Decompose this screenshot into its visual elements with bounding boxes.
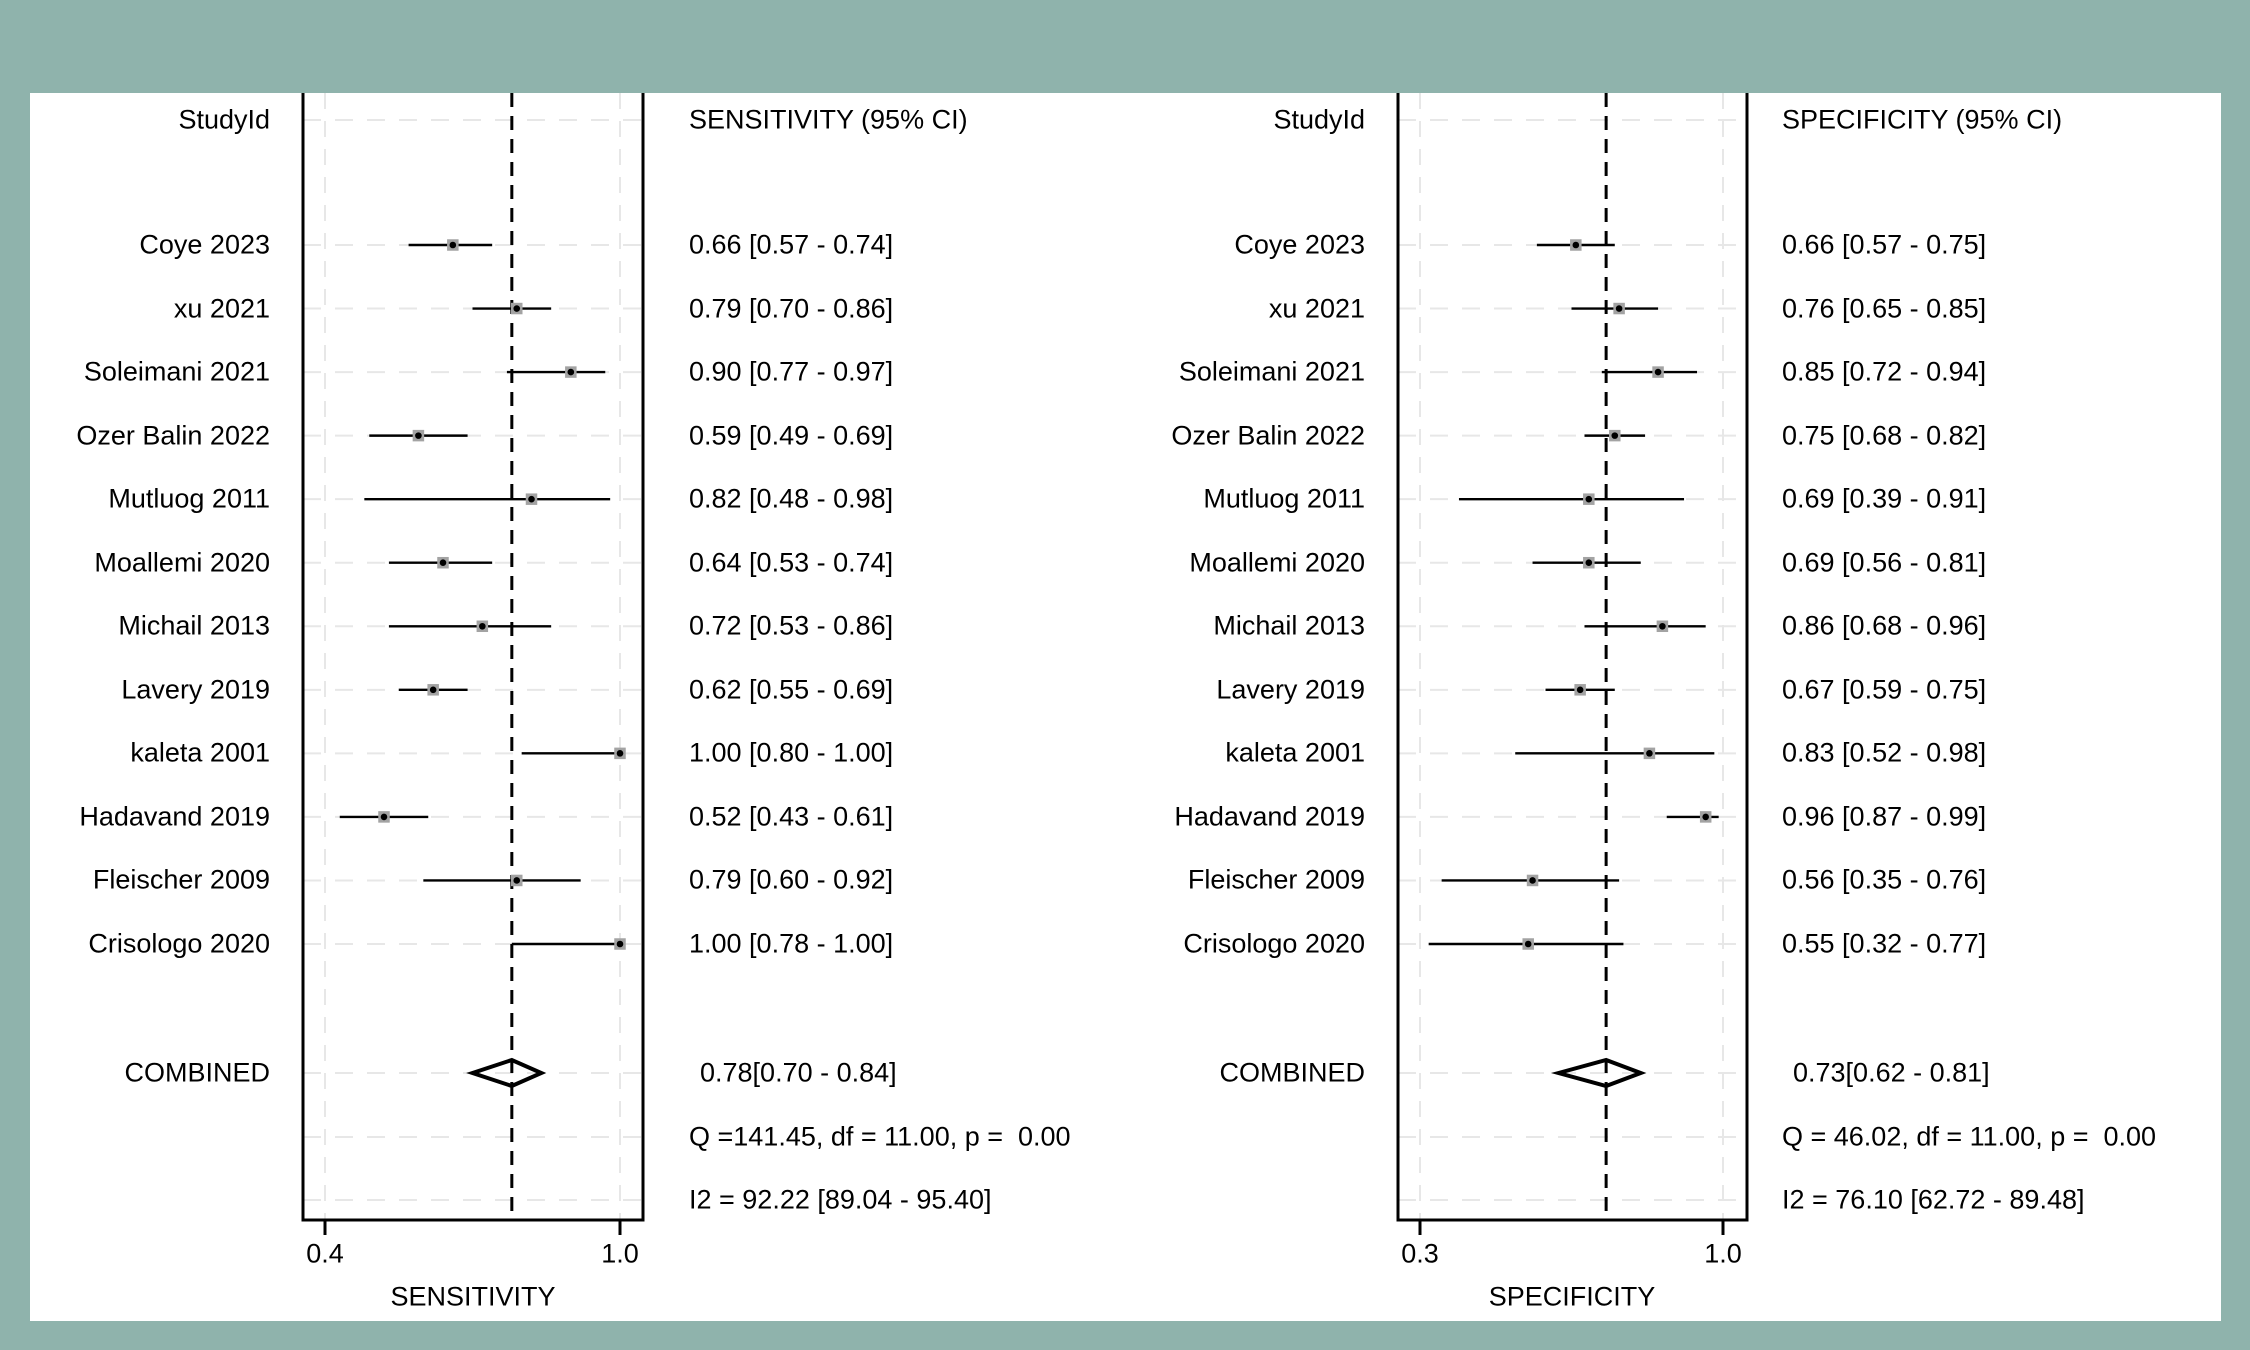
point-marker-dot: [415, 432, 422, 439]
study-label: Soleimani 2021: [83, 356, 270, 387]
point-marker-dot: [1572, 241, 1580, 249]
axis-title: SPECIFICITY: [1488, 1281, 1656, 1312]
study-label: Moallemi 2020: [94, 547, 270, 578]
value-label: 0.75 [0.68 - 0.82]: [1782, 420, 1987, 451]
tick-label: 1.0: [1704, 1238, 1742, 1269]
value-label: 1.00 [0.80 - 1.00]: [689, 737, 894, 768]
value-label: 0.59 [0.49 - 0.69]: [689, 420, 894, 451]
study-label: Michail 2013: [1213, 610, 1365, 641]
value-label: 0.62 [0.55 - 0.69]: [689, 674, 894, 705]
value-label: 0.96 [0.87 - 0.99]: [1782, 801, 1987, 832]
point-marker-dot: [1615, 305, 1623, 312]
point-marker-dot: [449, 241, 457, 249]
point-marker-dot: [1702, 813, 1709, 821]
point-marker-dot: [513, 877, 521, 884]
study-label: Coye 2023: [1234, 229, 1365, 260]
point-marker-dot: [1576, 686, 1584, 694]
study-label: kaleta 2001: [130, 737, 270, 768]
value-label: 0.56 [0.35 - 0.76]: [1782, 864, 1987, 895]
point-marker-dot: [1585, 559, 1593, 567]
q-stats: Q = 46.02, df = 11.00, p = 0.00: [1782, 1121, 2157, 1152]
value-label: 0.85 [0.72 - 0.94]: [1782, 356, 1987, 387]
point-marker-dot: [380, 813, 388, 821]
point-marker-dot: [479, 622, 486, 630]
point-marker-dot: [1654, 368, 1662, 376]
plot-card: [30, 93, 2221, 1321]
q-stats: Q =141.45, df = 11.00, p = 0.00: [689, 1121, 1071, 1152]
study-label: Crisologo 2020: [1183, 928, 1365, 959]
combined-value: 0.78[0.70 - 0.84]: [700, 1057, 897, 1088]
study-label: Soleimani 2021: [1178, 356, 1365, 387]
value-label: 0.83 [0.52 - 0.98]: [1782, 737, 1987, 768]
point-marker-dot: [1659, 622, 1666, 630]
point-marker-dot: [1585, 495, 1593, 503]
value-label: 0.86 [0.68 - 0.96]: [1782, 610, 1987, 641]
tick-label: 1.0: [601, 1238, 639, 1269]
value-label: 0.79 [0.60 - 0.92]: [689, 864, 894, 895]
point-marker-dot: [429, 686, 437, 694]
study-label: Ozer Balin 2022: [1171, 420, 1365, 451]
value-label: 0.55 [0.32 - 0.77]: [1782, 928, 1987, 959]
study-label: kaleta 2001: [1225, 737, 1365, 768]
study-label: Mutluog 2011: [1203, 483, 1365, 514]
value-label: 0.82 [0.48 - 0.98]: [689, 483, 894, 514]
value-label: 0.76 [0.65 - 0.85]: [1782, 293, 1987, 324]
panel-title: SENSITIVITY (95% CI): [689, 104, 968, 135]
tick-label: 0.3: [1401, 1238, 1439, 1269]
value-label: 0.67 [0.59 - 0.75]: [1782, 674, 1987, 705]
i2-stats: I2 = 76.10 [62.72 - 89.48]: [1782, 1184, 2085, 1215]
point-marker-dot: [616, 940, 624, 948]
study-label: Hadavand 2019: [79, 801, 270, 832]
value-label: 0.79 [0.70 - 0.86]: [689, 293, 894, 324]
value-label: 1.00 [0.78 - 1.00]: [689, 928, 894, 959]
study-label: Lavery 2019: [121, 674, 270, 705]
value-label: 0.64 [0.53 - 0.74]: [689, 547, 894, 578]
study-label: xu 2021: [173, 293, 270, 324]
study-label: Fleischer 2009: [1187, 864, 1365, 895]
point-marker-dot: [513, 305, 521, 312]
study-label: Ozer Balin 2022: [76, 420, 270, 451]
study-label: Crisologo 2020: [88, 928, 270, 959]
point-marker-dot: [439, 559, 447, 567]
point-marker-dot: [616, 750, 624, 757]
value-label: 0.72 [0.53 - 0.86]: [689, 610, 894, 641]
tick-label: 0.4: [306, 1238, 344, 1269]
combined-label: COMBINED: [1219, 1057, 1365, 1088]
combined-diamond: [466, 1057, 547, 1089]
value-label: 0.69 [0.39 - 0.91]: [1782, 483, 1987, 514]
value-label: 0.69 [0.56 - 0.81]: [1782, 547, 1987, 578]
point-marker-dot: [1611, 432, 1619, 439]
study-label: Mutluog 2011: [108, 483, 270, 514]
study-label: Fleischer 2009: [92, 864, 270, 895]
value-label: 0.90 [0.77 - 0.97]: [689, 356, 894, 387]
combined-label: COMBINED: [124, 1057, 270, 1088]
point-marker-dot: [1524, 940, 1532, 948]
point-marker-dot: [528, 495, 535, 503]
value-label: 0.52 [0.43 - 0.61]: [689, 801, 894, 832]
study-label: Michail 2013: [118, 610, 270, 641]
value-label: 0.66 [0.57 - 0.74]: [689, 229, 894, 260]
value-label: 0.66 [0.57 - 0.75]: [1782, 229, 1987, 260]
point-marker-dot: [1529, 877, 1536, 884]
axis-title: SENSITIVITY: [390, 1281, 556, 1312]
study-column-header: StudyId: [1273, 104, 1365, 135]
study-label: Coye 2023: [139, 229, 270, 260]
study-label: Hadavand 2019: [1174, 801, 1365, 832]
point-marker-dot: [567, 368, 575, 376]
study-label: Lavery 2019: [1216, 674, 1365, 705]
point-marker-dot: [1646, 750, 1653, 757]
combined-value: 0.73[0.62 - 0.81]: [1793, 1057, 1990, 1088]
study-label: Moallemi 2020: [1189, 547, 1365, 578]
study-column-header: StudyId: [178, 104, 270, 135]
i2-stats: I2 = 92.22 [89.04 - 95.40]: [689, 1184, 992, 1215]
panel-title: SPECIFICITY (95% CI): [1782, 104, 2063, 135]
combined-diamond: [1550, 1057, 1647, 1089]
study-label: xu 2021: [1268, 293, 1365, 324]
